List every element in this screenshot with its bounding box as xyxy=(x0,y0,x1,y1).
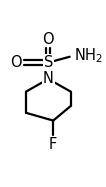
Text: O: O xyxy=(10,55,21,70)
Text: S: S xyxy=(44,55,53,70)
Text: O: O xyxy=(43,32,54,47)
Text: NH$_2$: NH$_2$ xyxy=(74,46,103,65)
Text: N: N xyxy=(43,71,54,87)
Text: F: F xyxy=(49,137,57,152)
